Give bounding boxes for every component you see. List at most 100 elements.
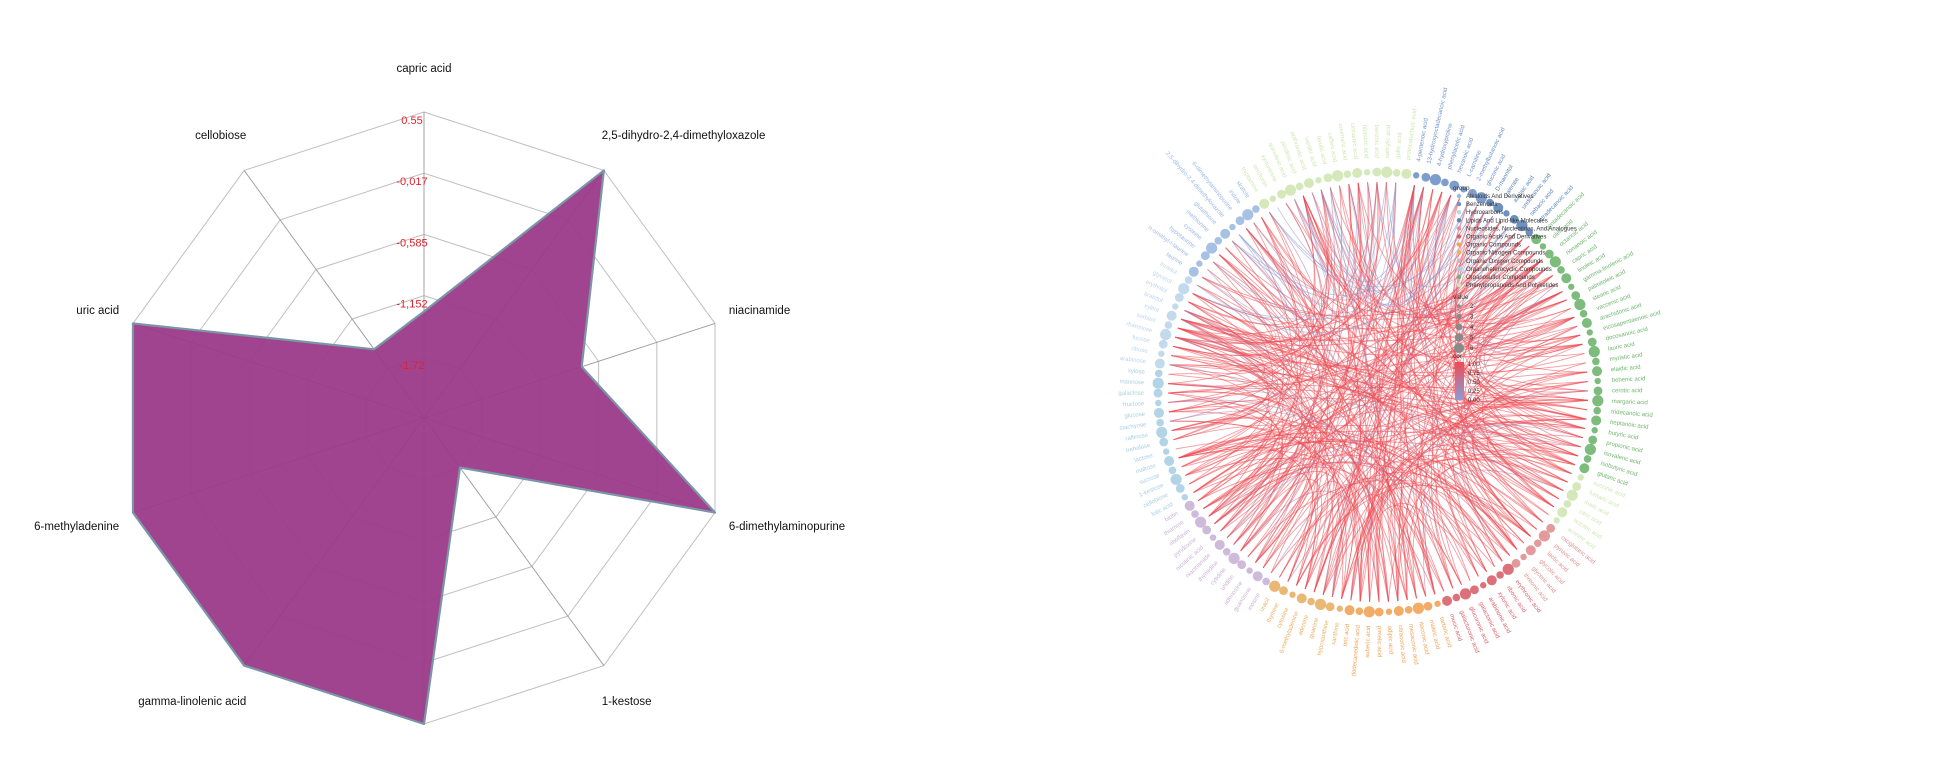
chord-node — [1394, 606, 1404, 616]
legend-group-label: Organic Acids And Derivatives — [1466, 235, 1546, 241]
chord-node-label: protocatechuic acid — [1406, 108, 1419, 160]
legend-group-label: Organoheterocyclic Compounds — [1466, 267, 1552, 273]
chord-node — [1580, 310, 1588, 318]
chord-node-label: myristic acid — [1609, 352, 1643, 363]
chord-node — [1592, 358, 1600, 366]
radar-axis-label: 2,5-dihydro-2,4-dimethyloxazole — [602, 130, 766, 142]
chord-node — [1587, 329, 1593, 335]
legend-group-swatch — [1457, 259, 1461, 263]
chord-node — [1534, 539, 1542, 547]
legend-value-title: value — [1453, 294, 1469, 301]
legend-group-label: Benzenoids — [1466, 202, 1497, 208]
legend-cor-label: 0.00 — [1468, 398, 1480, 404]
legend-group-label: Organic Nitrogen Compounds — [1466, 251, 1545, 257]
chord-node-label: galactose — [1118, 391, 1144, 397]
chord-node — [1579, 463, 1589, 473]
chord-node — [1182, 494, 1188, 500]
chord-node — [1189, 267, 1199, 277]
legend-cor-label: 0.25 — [1468, 389, 1480, 395]
legend-value-swatch — [1454, 343, 1464, 353]
radar-axis-label: 6-dimethylaminopurine — [729, 521, 845, 533]
chord-node — [1153, 378, 1164, 389]
chord-node-label: tridecanoic acid — [1611, 409, 1653, 419]
chord-node — [1289, 592, 1295, 598]
chord-node — [1155, 359, 1165, 369]
chord-node — [1578, 474, 1584, 480]
legend-group-swatch — [1457, 251, 1461, 255]
chord-node — [1592, 395, 1603, 406]
chord-node — [1375, 608, 1384, 617]
chord-node — [1503, 210, 1509, 216]
legend-group-title: group — [1453, 185, 1470, 192]
chord-node-label: guanine — [1309, 617, 1321, 640]
chord-edge — [1360, 506, 1461, 602]
chord-node-label: biotin — [1164, 511, 1179, 524]
chord-node — [1159, 340, 1168, 349]
chord-node — [1259, 199, 1269, 209]
chord-node — [1356, 607, 1364, 615]
chord-node — [1215, 540, 1225, 550]
chord-node — [1564, 500, 1572, 508]
chord-node-label: fructose — [1123, 401, 1145, 408]
chord-node-label: behenic acid — [1612, 376, 1646, 384]
legend-group-label: Alkaloids And Derivatives — [1466, 194, 1533, 200]
chord-node — [1277, 190, 1286, 199]
chord-node — [1393, 169, 1401, 177]
legend-group-swatch — [1457, 210, 1461, 214]
chord-node — [1285, 185, 1296, 196]
chord-node-label: salicylic acid — [1385, 125, 1392, 159]
chord-node — [1588, 338, 1597, 347]
chord-node-label: pimelic acid — [1376, 626, 1382, 657]
chord-node-label: adipic acid — [1386, 626, 1393, 655]
chord-node-label: lactose — [1134, 453, 1155, 464]
chord-node-label: uracil — [1259, 597, 1271, 612]
chord-node — [1574, 299, 1585, 310]
chord-node — [1585, 444, 1596, 455]
chord-node — [1539, 530, 1550, 541]
radar-axis-label: gamma-linolenic acid — [138, 696, 246, 708]
chord-node — [1269, 581, 1280, 592]
chord-node — [1159, 438, 1168, 447]
chord-node — [1591, 427, 1597, 433]
chord-node — [1252, 205, 1260, 213]
chord-node-label: glucose — [1124, 412, 1146, 420]
chord-node — [1324, 173, 1333, 182]
radar-axis-label: niacinamide — [729, 305, 790, 317]
chord-node-label: butyric acid — [1608, 430, 1639, 441]
chord-node — [1381, 167, 1392, 178]
chord-node-label: heptanoic acid — [1610, 420, 1649, 431]
chord-node — [1591, 415, 1601, 425]
legend-group-swatch — [1457, 226, 1461, 230]
chord-node — [1171, 474, 1182, 485]
chord-node — [1253, 571, 1263, 581]
legend-group-swatch — [1457, 283, 1461, 287]
chord-node — [1364, 606, 1375, 617]
chord-node — [1364, 169, 1370, 175]
chord-node-label: fucose — [1132, 335, 1151, 345]
chord-node — [1470, 585, 1479, 594]
chord-node — [1424, 602, 1433, 611]
radar-axis-label: cellobiose — [195, 130, 246, 142]
chord-node — [1557, 266, 1565, 274]
chord-node-label: raffinose — [1125, 432, 1149, 442]
chord-node — [1561, 273, 1571, 283]
chord-node — [1453, 594, 1461, 602]
legend-group-swatch — [1457, 267, 1461, 271]
chord-node-label: uric acid — [1342, 624, 1351, 647]
chord-node — [1442, 596, 1452, 606]
chord-node — [1156, 419, 1164, 427]
chord-node — [1156, 427, 1167, 438]
chord-node — [1572, 482, 1581, 491]
legend-value-swatch — [1455, 333, 1463, 341]
chord-node — [1165, 321, 1173, 329]
chord-node — [1434, 601, 1440, 607]
chord-node — [1155, 370, 1163, 378]
chord-node — [1164, 456, 1174, 466]
chord-node — [1520, 554, 1526, 560]
radar-axis-label: 1-kestose — [602, 696, 652, 708]
chord-node — [1593, 407, 1601, 415]
chord-node — [1526, 545, 1536, 555]
chord-node — [1540, 243, 1546, 249]
legend-value-swatch — [1456, 314, 1461, 319]
